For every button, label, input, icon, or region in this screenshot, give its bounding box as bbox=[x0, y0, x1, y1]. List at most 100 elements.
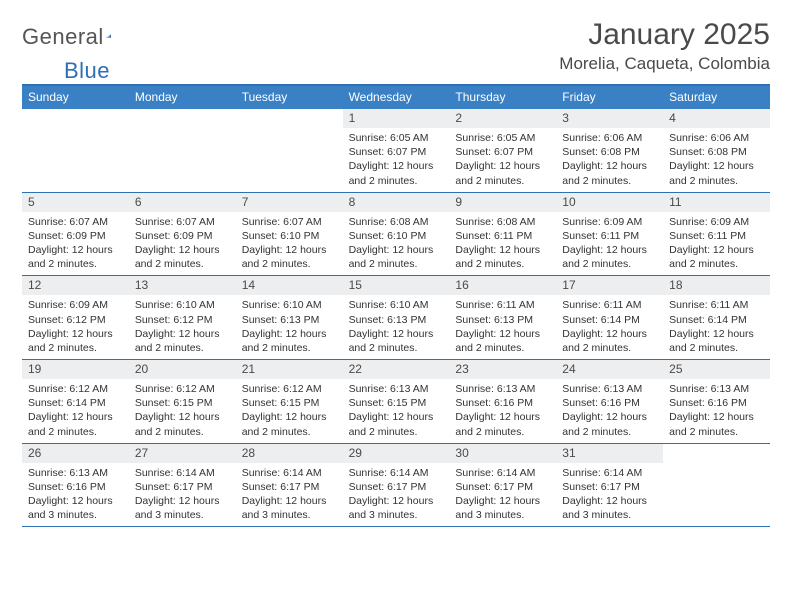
day-number: 20 bbox=[129, 360, 236, 379]
daylight-text: Daylight: 12 hours and 2 minutes. bbox=[562, 327, 657, 355]
day-details: Sunrise: 6:08 AMSunset: 6:10 PMDaylight:… bbox=[343, 212, 450, 276]
day-cell: 6Sunrise: 6:07 AMSunset: 6:09 PMDaylight… bbox=[129, 193, 236, 276]
daylight-text: Daylight: 12 hours and 2 minutes. bbox=[28, 243, 123, 271]
month-title: January 2025 bbox=[559, 18, 770, 52]
day-number: 14 bbox=[236, 276, 343, 295]
sunrise-text: Sunrise: 6:06 AM bbox=[669, 131, 764, 145]
day-number-empty bbox=[22, 109, 129, 128]
sunset-text: Sunset: 6:17 PM bbox=[349, 480, 444, 494]
day-details: Sunrise: 6:13 AMSunset: 6:16 PMDaylight:… bbox=[449, 379, 556, 443]
day-details: Sunrise: 6:14 AMSunset: 6:17 PMDaylight:… bbox=[343, 463, 450, 527]
sunset-text: Sunset: 6:15 PM bbox=[242, 396, 337, 410]
sunset-text: Sunset: 6:11 PM bbox=[669, 229, 764, 243]
day-details: Sunrise: 6:10 AMSunset: 6:13 PMDaylight:… bbox=[343, 295, 450, 359]
daylight-text: Daylight: 12 hours and 2 minutes. bbox=[562, 243, 657, 271]
location-subtitle: Morelia, Caqueta, Colombia bbox=[559, 54, 770, 74]
day-details: Sunrise: 6:09 AMSunset: 6:11 PMDaylight:… bbox=[556, 212, 663, 276]
day-details: Sunrise: 6:07 AMSunset: 6:09 PMDaylight:… bbox=[22, 212, 129, 276]
sunrise-text: Sunrise: 6:14 AM bbox=[455, 466, 550, 480]
daylight-text: Daylight: 12 hours and 2 minutes. bbox=[669, 243, 764, 271]
day-cell: 30Sunrise: 6:14 AMSunset: 6:17 PMDayligh… bbox=[449, 444, 556, 527]
day-number: 5 bbox=[22, 193, 129, 212]
week-row: 5Sunrise: 6:07 AMSunset: 6:09 PMDaylight… bbox=[22, 193, 770, 277]
sunset-text: Sunset: 6:16 PM bbox=[455, 396, 550, 410]
day-details: Sunrise: 6:12 AMSunset: 6:15 PMDaylight:… bbox=[236, 379, 343, 443]
sunset-text: Sunset: 6:15 PM bbox=[135, 396, 230, 410]
day-details: Sunrise: 6:10 AMSunset: 6:13 PMDaylight:… bbox=[236, 295, 343, 359]
day-details: Sunrise: 6:09 AMSunset: 6:11 PMDaylight:… bbox=[663, 212, 770, 276]
day-number: 27 bbox=[129, 444, 236, 463]
daylight-text: Daylight: 12 hours and 2 minutes. bbox=[349, 410, 444, 438]
sunrise-text: Sunrise: 6:10 AM bbox=[135, 298, 230, 312]
brand-logo: General bbox=[22, 18, 132, 50]
sunset-text: Sunset: 6:15 PM bbox=[349, 396, 444, 410]
sunset-text: Sunset: 6:14 PM bbox=[669, 313, 764, 327]
daylight-text: Daylight: 12 hours and 2 minutes. bbox=[669, 159, 764, 187]
daylight-text: Daylight: 12 hours and 2 minutes. bbox=[562, 159, 657, 187]
day-details: Sunrise: 6:07 AMSunset: 6:09 PMDaylight:… bbox=[129, 212, 236, 276]
sunrise-text: Sunrise: 6:07 AM bbox=[28, 215, 123, 229]
day-number: 25 bbox=[663, 360, 770, 379]
daylight-text: Daylight: 12 hours and 2 minutes. bbox=[562, 410, 657, 438]
daylight-text: Daylight: 12 hours and 2 minutes. bbox=[135, 410, 230, 438]
day-number-empty bbox=[663, 444, 770, 463]
daylight-text: Daylight: 12 hours and 2 minutes. bbox=[349, 159, 444, 187]
day-cell: 24Sunrise: 6:13 AMSunset: 6:16 PMDayligh… bbox=[556, 360, 663, 443]
day-number-empty bbox=[236, 109, 343, 128]
day-number: 7 bbox=[236, 193, 343, 212]
sunrise-text: Sunrise: 6:13 AM bbox=[669, 382, 764, 396]
day-cell: 10Sunrise: 6:09 AMSunset: 6:11 PMDayligh… bbox=[556, 193, 663, 276]
daylight-text: Daylight: 12 hours and 2 minutes. bbox=[135, 243, 230, 271]
sunset-text: Sunset: 6:08 PM bbox=[562, 145, 657, 159]
day-cell: 14Sunrise: 6:10 AMSunset: 6:13 PMDayligh… bbox=[236, 276, 343, 359]
sunrise-text: Sunrise: 6:13 AM bbox=[562, 382, 657, 396]
day-number: 31 bbox=[556, 444, 663, 463]
day-number: 29 bbox=[343, 444, 450, 463]
day-number: 1 bbox=[343, 109, 450, 128]
daylight-text: Daylight: 12 hours and 2 minutes. bbox=[455, 159, 550, 187]
day-cell: 31Sunrise: 6:14 AMSunset: 6:17 PMDayligh… bbox=[556, 444, 663, 527]
sunrise-text: Sunrise: 6:09 AM bbox=[669, 215, 764, 229]
logo-text-general: General bbox=[22, 24, 104, 50]
dow-header-cell: Sunday bbox=[22, 86, 129, 109]
sunset-text: Sunset: 6:13 PM bbox=[455, 313, 550, 327]
sunset-text: Sunset: 6:13 PM bbox=[349, 313, 444, 327]
day-cell: 4Sunrise: 6:06 AMSunset: 6:08 PMDaylight… bbox=[663, 109, 770, 192]
sunset-text: Sunset: 6:09 PM bbox=[135, 229, 230, 243]
daylight-text: Daylight: 12 hours and 3 minutes. bbox=[135, 494, 230, 522]
day-cell: 22Sunrise: 6:13 AMSunset: 6:15 PMDayligh… bbox=[343, 360, 450, 443]
sunrise-text: Sunrise: 6:11 AM bbox=[562, 298, 657, 312]
day-number: 11 bbox=[663, 193, 770, 212]
sunset-text: Sunset: 6:10 PM bbox=[349, 229, 444, 243]
day-details: Sunrise: 6:06 AMSunset: 6:08 PMDaylight:… bbox=[556, 128, 663, 192]
week-row: 19Sunrise: 6:12 AMSunset: 6:14 PMDayligh… bbox=[22, 360, 770, 444]
daylight-text: Daylight: 12 hours and 2 minutes. bbox=[135, 327, 230, 355]
day-cell bbox=[236, 109, 343, 192]
daylight-text: Daylight: 12 hours and 2 minutes. bbox=[669, 327, 764, 355]
daylight-text: Daylight: 12 hours and 2 minutes. bbox=[349, 243, 444, 271]
sunrise-text: Sunrise: 6:07 AM bbox=[135, 215, 230, 229]
day-number: 30 bbox=[449, 444, 556, 463]
sunset-text: Sunset: 6:13 PM bbox=[242, 313, 337, 327]
day-details: Sunrise: 6:12 AMSunset: 6:14 PMDaylight:… bbox=[22, 379, 129, 443]
day-cell: 11Sunrise: 6:09 AMSunset: 6:11 PMDayligh… bbox=[663, 193, 770, 276]
sunrise-text: Sunrise: 6:14 AM bbox=[562, 466, 657, 480]
day-number: 15 bbox=[343, 276, 450, 295]
sunrise-text: Sunrise: 6:13 AM bbox=[455, 382, 550, 396]
day-details: Sunrise: 6:13 AMSunset: 6:16 PMDaylight:… bbox=[556, 379, 663, 443]
day-number: 26 bbox=[22, 444, 129, 463]
day-details: Sunrise: 6:11 AMSunset: 6:13 PMDaylight:… bbox=[449, 295, 556, 359]
sunrise-text: Sunrise: 6:06 AM bbox=[562, 131, 657, 145]
dow-header-cell: Thursday bbox=[449, 86, 556, 109]
weeks-container: 1Sunrise: 6:05 AMSunset: 6:07 PMDaylight… bbox=[22, 109, 770, 527]
sunset-text: Sunset: 6:10 PM bbox=[242, 229, 337, 243]
day-cell bbox=[129, 109, 236, 192]
sunrise-text: Sunrise: 6:07 AM bbox=[242, 215, 337, 229]
daylight-text: Daylight: 12 hours and 2 minutes. bbox=[669, 410, 764, 438]
dow-header-cell: Monday bbox=[129, 86, 236, 109]
week-row: 1Sunrise: 6:05 AMSunset: 6:07 PMDaylight… bbox=[22, 109, 770, 193]
day-number: 16 bbox=[449, 276, 556, 295]
day-details: Sunrise: 6:14 AMSunset: 6:17 PMDaylight:… bbox=[556, 463, 663, 527]
day-number: 3 bbox=[556, 109, 663, 128]
day-details: Sunrise: 6:08 AMSunset: 6:11 PMDaylight:… bbox=[449, 212, 556, 276]
